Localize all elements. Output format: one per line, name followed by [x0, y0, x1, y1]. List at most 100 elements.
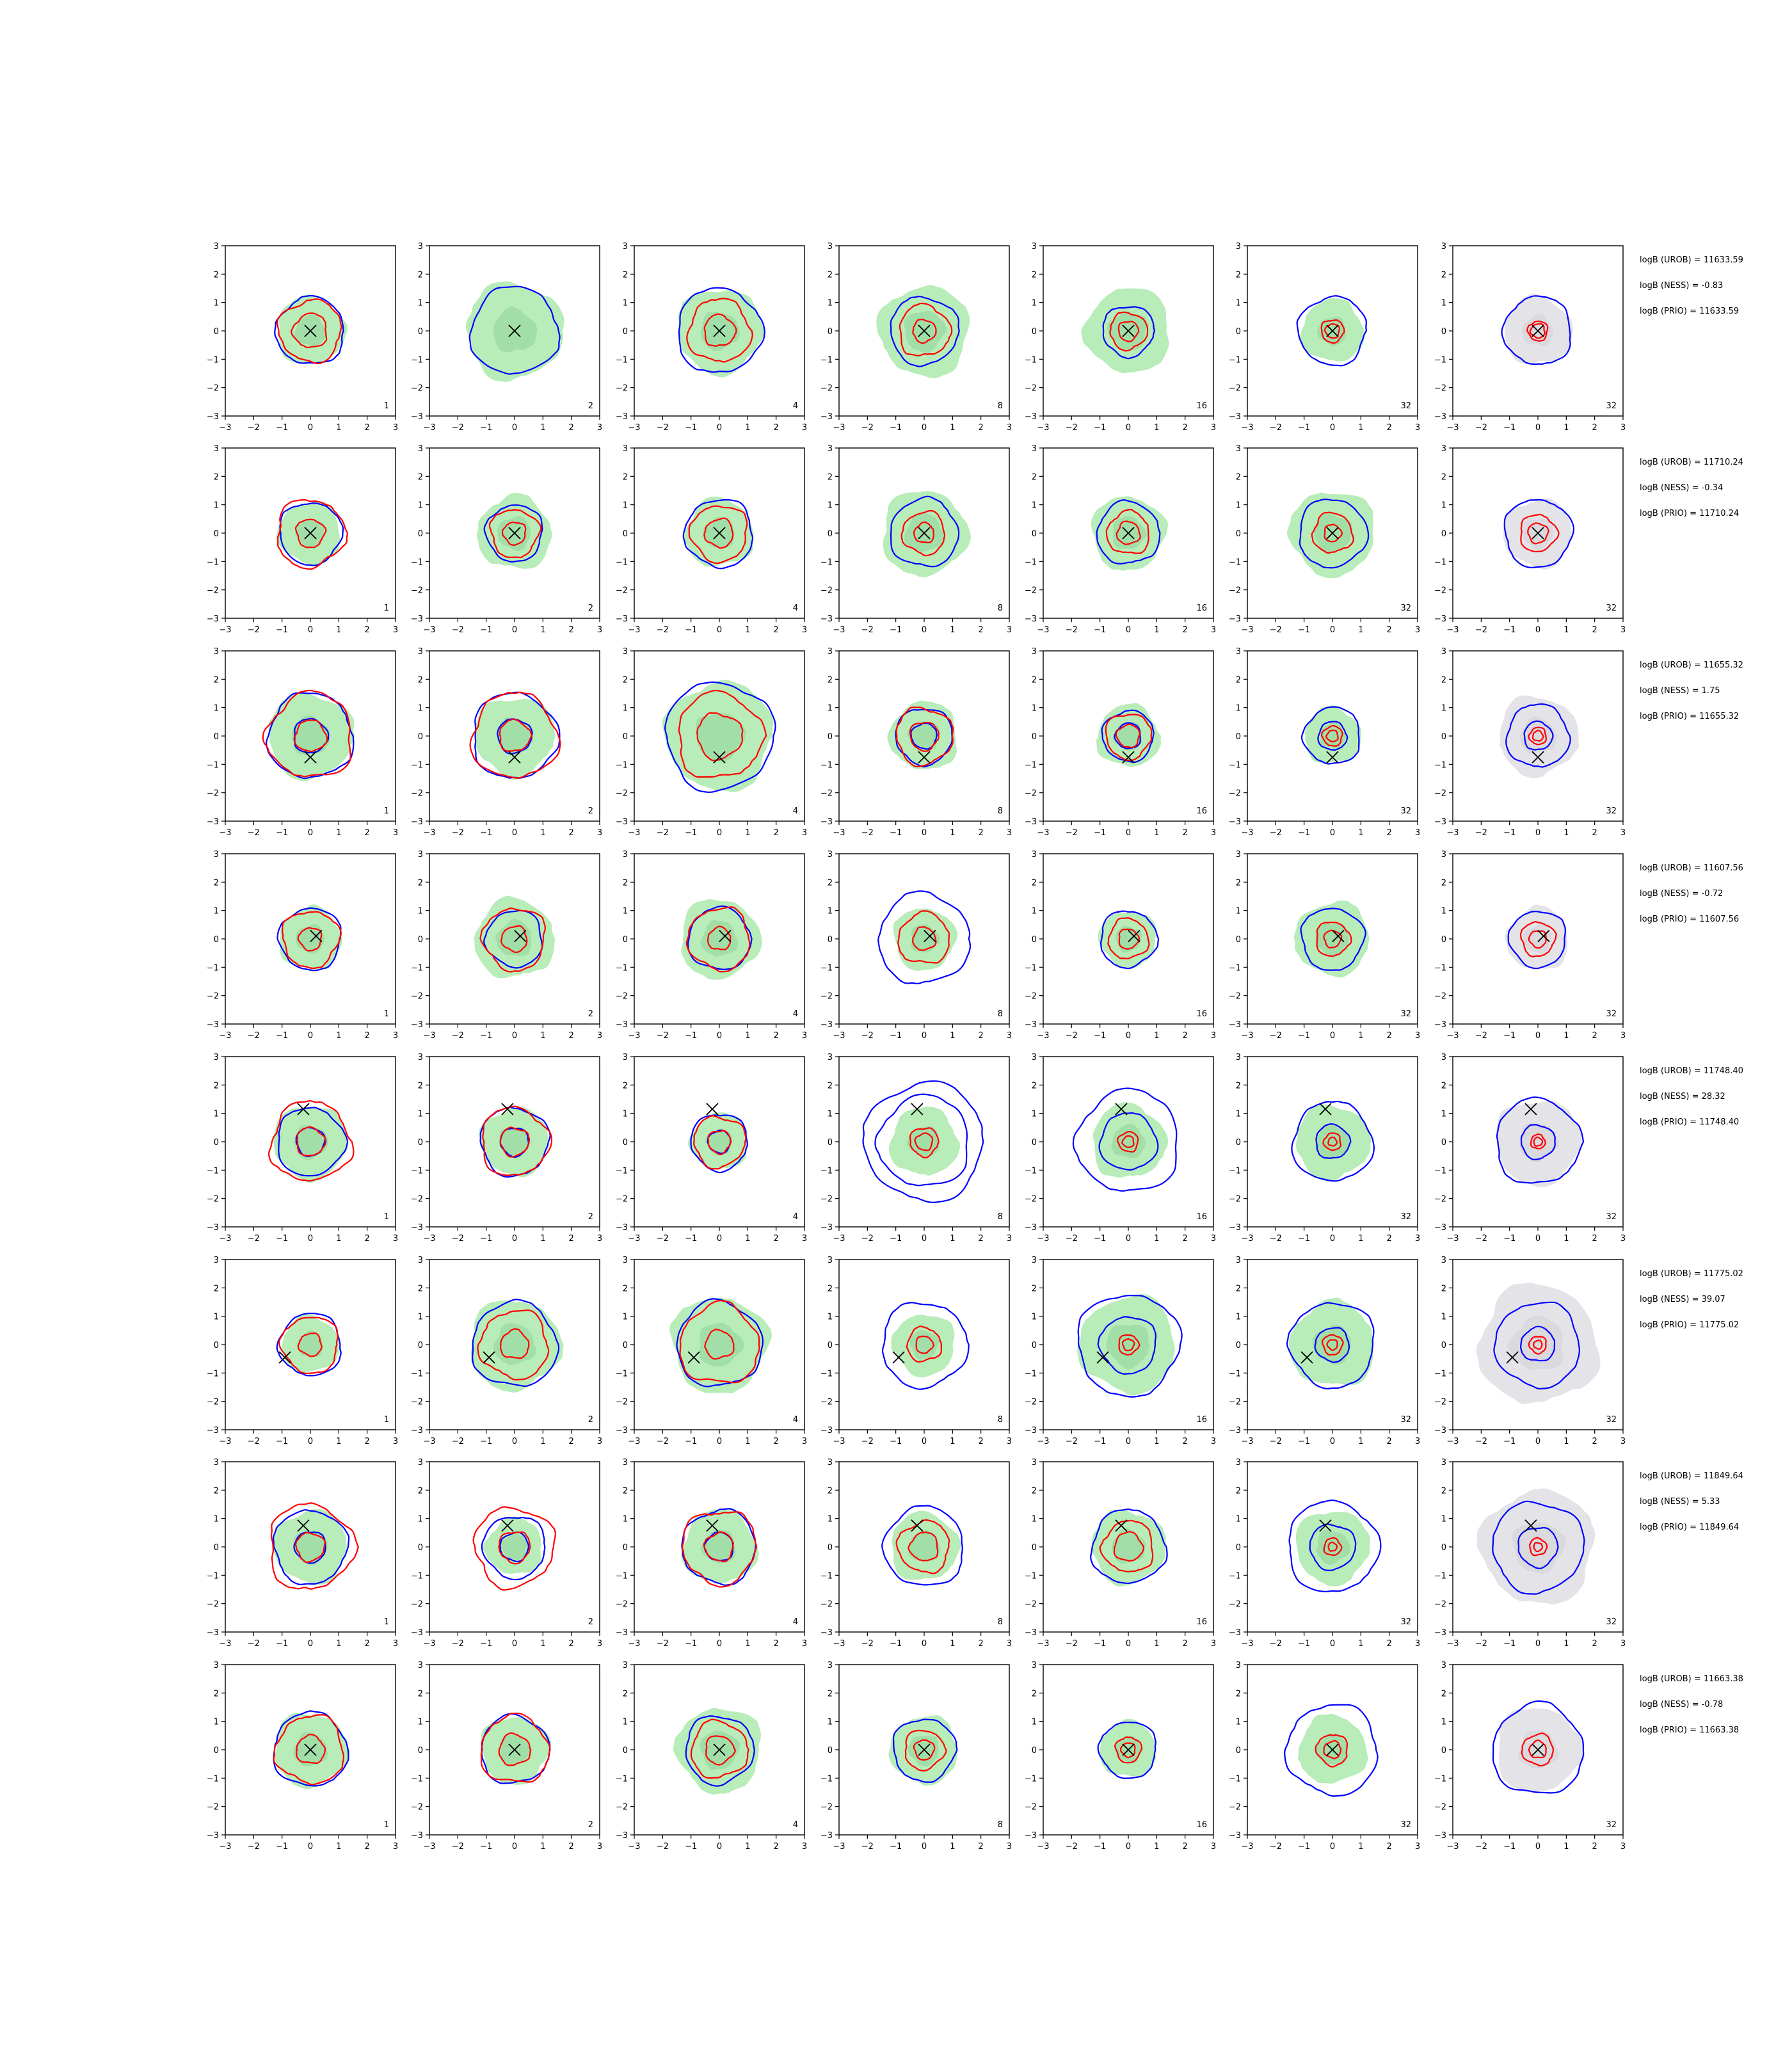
y-tick-label: −3	[1025, 817, 1037, 827]
y-tick-label: 0	[1441, 327, 1446, 337]
red-contour	[499, 1328, 530, 1359]
y-tick-label: 3	[828, 1053, 833, 1062]
x-tick-label: −1	[480, 1437, 492, 1446]
x-tick-label: −1	[1298, 828, 1310, 838]
x-marker	[1326, 1743, 1339, 1756]
x-tick-label: −2	[1270, 1437, 1282, 1446]
y-tick-label: 2	[828, 1689, 833, 1699]
y-tick-label: 0	[828, 1138, 833, 1148]
y-tick-label: 0	[418, 935, 423, 945]
y-tick-label: −1	[207, 355, 219, 365]
x-tick-label: −2	[1270, 625, 1282, 635]
y-tick-label: −1	[1434, 1166, 1446, 1176]
red-contour	[472, 1506, 556, 1591]
x-tick-label: 2	[1183, 1437, 1188, 1446]
x-tick-label: −2	[1270, 1639, 1282, 1649]
x-tick-label: −1	[890, 1842, 902, 1852]
panel-r3-c1: −3 3 −2 2 −1 1 0 0 1 −1 2 −2 3 −3 1	[207, 647, 398, 838]
x-tick-label: 3	[802, 1639, 807, 1649]
panel-r3-c4: −3 3 −2 2 −1 1 0 0 1 −1 2 −2 3 −3 8	[820, 647, 1012, 838]
x-tick-label: 0	[1330, 1437, 1335, 1446]
blue-contour	[1072, 1087, 1178, 1192]
x-tick-label: −3	[1446, 1234, 1459, 1244]
y-tick-label: 2	[1032, 270, 1037, 280]
y-tick-label: 3	[623, 1256, 628, 1265]
red-contour	[1324, 323, 1341, 339]
x-tick-label: −1	[1094, 625, 1106, 635]
x-tick-label: −2	[452, 1234, 464, 1244]
y-tick-label: −2	[411, 586, 423, 596]
density-core	[500, 1734, 532, 1766]
y-tick-label: −3	[1025, 1020, 1037, 1030]
x-tick-label: −1	[276, 1031, 288, 1041]
panel-label: 2	[588, 1212, 593, 1222]
x-marker	[1532, 751, 1544, 764]
red-contour	[909, 721, 940, 752]
x-tick-label: −2	[1475, 1437, 1487, 1446]
x-tick-label: 0	[1126, 1639, 1131, 1649]
y-tick-label: 0	[623, 1543, 628, 1553]
red-contour	[1118, 928, 1140, 950]
blue-contour	[1315, 1123, 1352, 1159]
y-tick-label: −3	[1025, 1426, 1037, 1436]
x-tick-label: −2	[1270, 828, 1282, 838]
y-tick-label: 1	[1032, 1718, 1037, 1727]
x-tick-label: 3	[597, 1031, 602, 1041]
x-tick-label: −2	[657, 1639, 669, 1649]
x-tick-label: 2	[1592, 1031, 1597, 1041]
x-tick-label: −2	[1475, 1234, 1487, 1244]
y-tick-label: 2	[623, 1284, 628, 1293]
panel-r1-c4: −3 3 −2 2 −1 1 0 0 1 −1 2 −2 3 −3 8	[820, 242, 1012, 433]
x-tick-label: −2	[1475, 1031, 1487, 1041]
blue-contour	[472, 1299, 560, 1388]
y-tick-label: 1	[214, 299, 219, 308]
x-tick-label: 2	[979, 1437, 984, 1446]
x-tick-label: −2	[1066, 625, 1078, 635]
panel-label: 32	[1606, 1820, 1617, 1830]
density-core	[1315, 1123, 1350, 1159]
density-core	[908, 1530, 941, 1562]
x-marker	[706, 1519, 719, 1532]
x-tick-label: 0	[512, 1437, 517, 1446]
x-tick-label: 3	[1007, 1639, 1012, 1649]
y-tick-label: 0	[1032, 935, 1037, 945]
y-tick-label: −1	[616, 963, 628, 973]
y-tick-label: 3	[828, 1458, 833, 1468]
y-tick-label: 3	[1441, 242, 1446, 252]
x-tick-label: −1	[1094, 1639, 1106, 1649]
blue-contour	[1114, 722, 1141, 749]
y-tick-label: 3	[418, 1458, 423, 1468]
y-tick-label: 3	[418, 1256, 423, 1265]
x-tick-label: 1	[745, 423, 750, 433]
x-tick-label: −3	[833, 1234, 845, 1244]
red-contour	[1325, 730, 1339, 742]
y-tick-label: 0	[1236, 1341, 1241, 1350]
x-tick-label: −2	[1475, 625, 1487, 635]
x-tick-label: 1	[336, 423, 341, 433]
y-tick-label: 3	[1441, 850, 1446, 860]
y-tick-label: 1	[828, 1718, 833, 1727]
panel-r4-c4: −3 3 −2 2 −1 1 0 0 1 −1 2 −2 3 −3 8	[820, 850, 1012, 1041]
y-tick-label: −3	[1025, 412, 1037, 422]
y-tick-label: −3	[411, 1020, 423, 1030]
x-tick-label: 2	[569, 1437, 574, 1446]
x-tick-label: 1	[745, 828, 750, 838]
y-tick-label: 2	[418, 1081, 423, 1091]
y-tick-label: −2	[820, 992, 833, 1002]
x-tick-label: 3	[802, 625, 807, 635]
y-tick-label: −2	[1025, 586, 1037, 596]
y-tick-label: 0	[214, 732, 219, 742]
panel-r7-c5: −3 3 −2 2 −1 1 0 0 1 −1 2 −2 3 −3 16	[1025, 1458, 1216, 1649]
y-tick-label: −3	[1434, 1628, 1446, 1638]
y-tick-label: 3	[623, 242, 628, 252]
panel-label: 8	[998, 604, 1003, 613]
x-tick-label: 0	[308, 423, 313, 433]
x-tick-label: −2	[1475, 828, 1487, 838]
x-tick-label: 1	[1564, 1437, 1569, 1446]
x-tick-label: −3	[1037, 1437, 1049, 1446]
x-marker	[713, 1743, 726, 1756]
red-contour	[1320, 319, 1345, 344]
blue-contour	[1520, 1124, 1556, 1160]
x-tick-label: 1	[1358, 1842, 1363, 1852]
x-marker	[1506, 1351, 1519, 1364]
